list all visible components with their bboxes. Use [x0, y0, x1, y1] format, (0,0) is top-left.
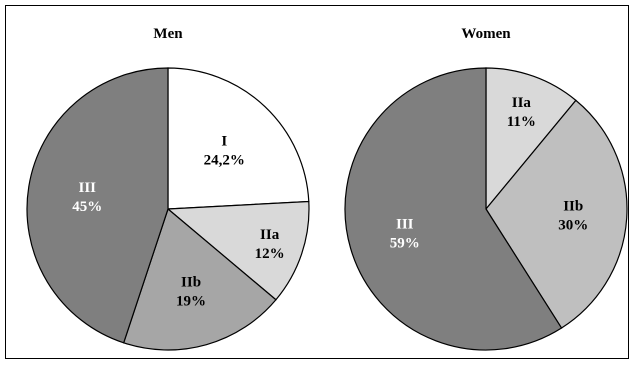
slice-value-label: 24,2% — [204, 153, 245, 169]
men-title: Men — [153, 26, 183, 42]
pie-slice-iia — [166, 200, 310, 301]
pie-slice-iii — [344, 67, 563, 351]
slice-label: IIa — [512, 95, 532, 111]
pie-slice-iib — [485, 99, 628, 329]
pie-slice-iib — [122, 207, 277, 351]
pie-slice-iii — [26, 67, 169, 344]
women-pie: Women IIa 11% IIb 30% III 59% — [344, 26, 628, 351]
slice-value-label: 19% — [176, 293, 206, 309]
slice-label: IIb — [563, 198, 583, 214]
slice-value-label: 12% — [255, 246, 285, 262]
slice-label: III — [396, 217, 414, 233]
slice-value-label: 11% — [507, 114, 536, 130]
chart-frame — [5, 5, 629, 359]
slice-label: IIb — [181, 274, 201, 290]
slice-label: III — [79, 180, 97, 196]
pie-slice-iia — [485, 67, 577, 211]
men-pie: Men I 24,2% IIa 12% IIb 19% III 45% — [26, 26, 310, 351]
slice-label: I — [221, 134, 227, 150]
slice-value-label: 45% — [72, 199, 102, 215]
pie-slice-i — [167, 67, 310, 210]
slice-value-label: 30% — [558, 217, 588, 233]
slice-label: IIa — [260, 227, 280, 243]
women-title: Women — [461, 26, 511, 42]
slice-value-label: 59% — [390, 236, 420, 252]
